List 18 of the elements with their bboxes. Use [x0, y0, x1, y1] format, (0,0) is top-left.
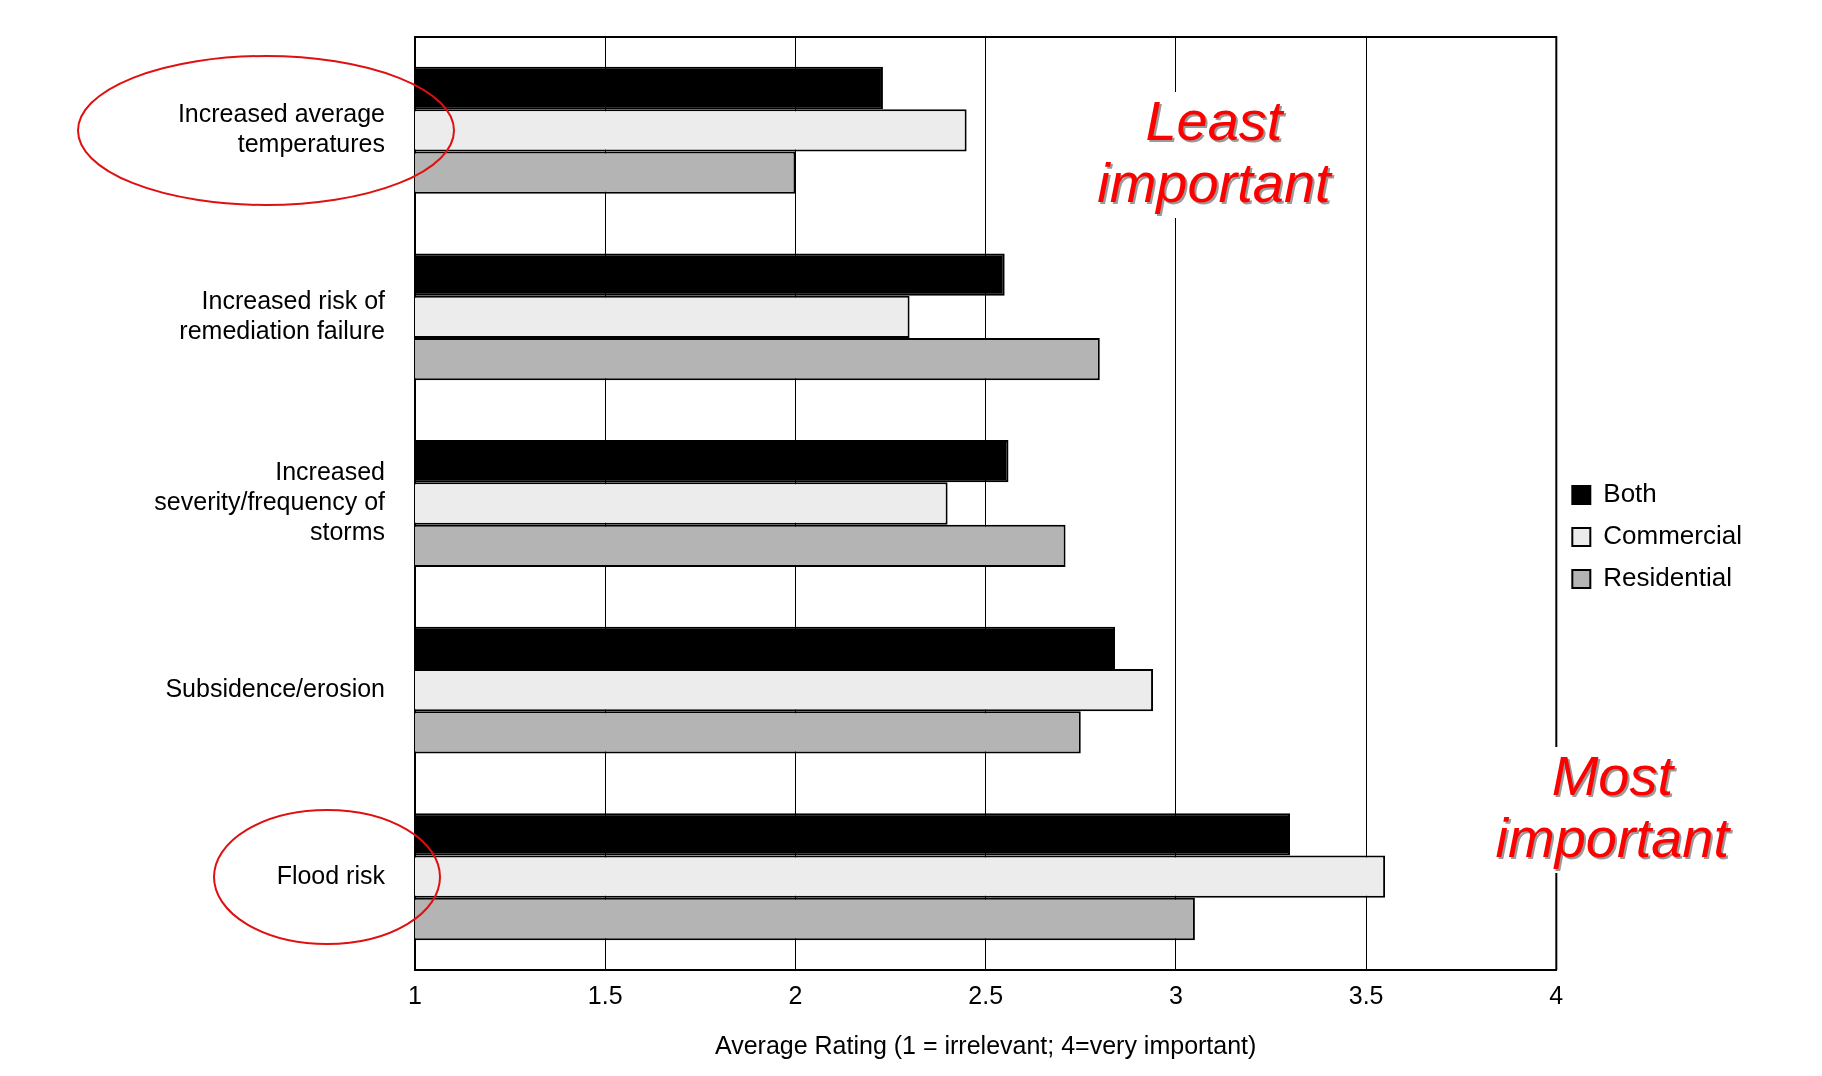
x-tick-label: 2.5 [968, 980, 1004, 1009]
x-tick-label: 2 [788, 980, 803, 1009]
x-tick-label: 1 [408, 980, 422, 1009]
legend-label: Commercial [1603, 520, 1742, 551]
y-tick-label: Increased severity/frequency of storms [154, 457, 386, 546]
x-axis-title: Average Rating (1 = irrelevant; 4=very important) [714, 1030, 1257, 1059]
x-tick-label: 3.5 [1348, 980, 1384, 1009]
x-tick-label: 4 [1549, 980, 1564, 1009]
y-tick-label: Subsidence/erosion [165, 673, 385, 702]
y-tick-label: Increased average temperatures [177, 99, 385, 158]
y-tick-label: Increased risk of remediation failure [179, 285, 386, 344]
legend-label: Residential [1603, 562, 1732, 593]
annotation: Least important [1099, 88, 1336, 216]
x-tick-label: 3 [1168, 980, 1183, 1009]
y-tick-label: Flood risk [276, 860, 386, 889]
x-tick-label: 1.5 [587, 980, 623, 1009]
annotation: Most important [1495, 743, 1732, 869]
legend-label: Both [1603, 478, 1657, 509]
